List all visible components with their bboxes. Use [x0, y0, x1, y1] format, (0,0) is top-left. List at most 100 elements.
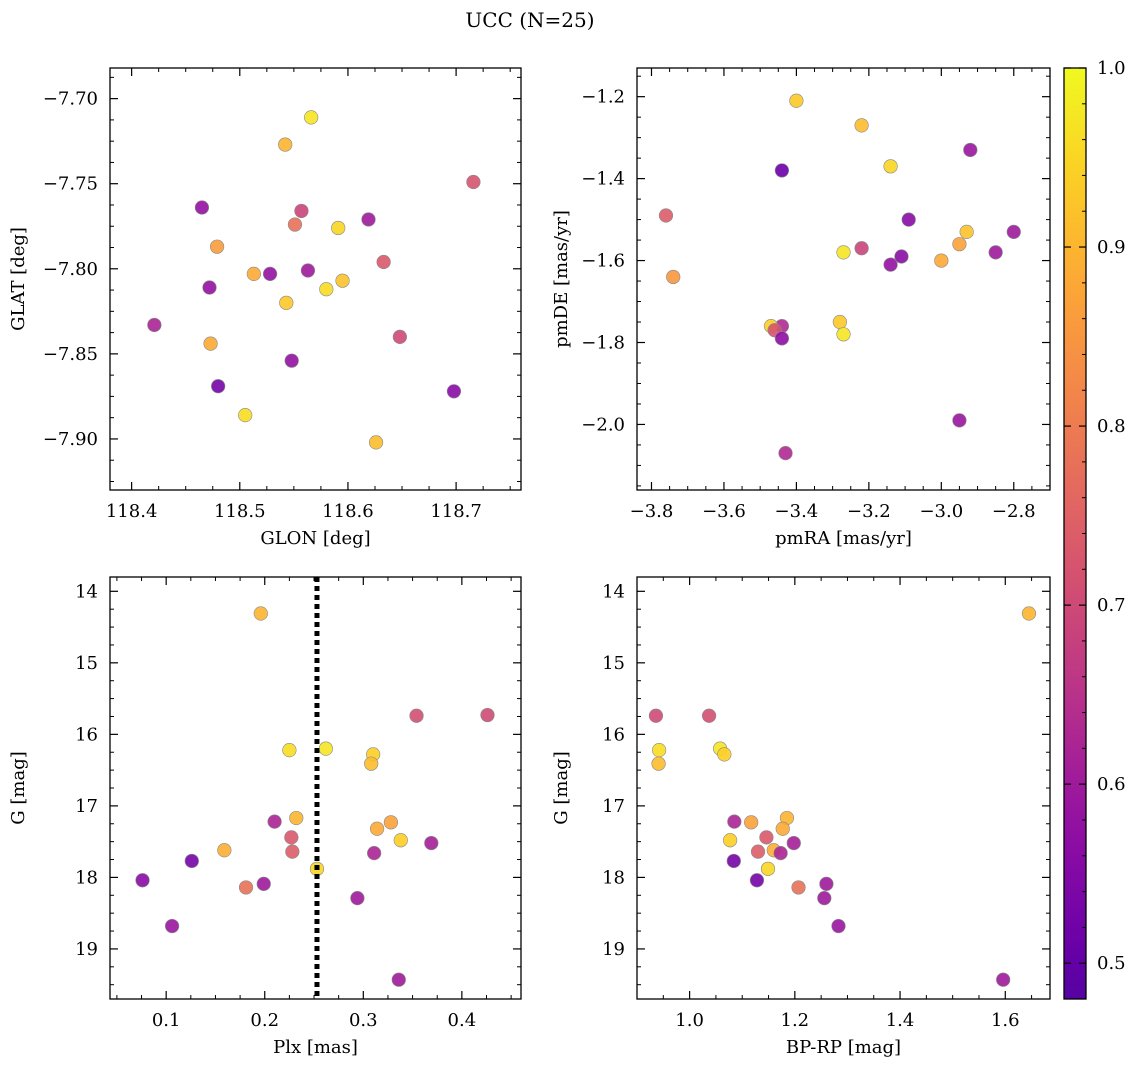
data-point	[648, 708, 664, 723]
data-point	[831, 918, 846, 934]
data-point	[335, 273, 350, 288]
y-tick-label: 19	[602, 939, 625, 960]
data-point	[194, 200, 210, 215]
data-point	[883, 159, 898, 174]
data-point	[278, 137, 293, 152]
panel-4: 1.0 1.2 1.4 1.6 14 15 16 17 18 19 BP-RP [mag] G [ma…	[551, 576, 1051, 1058]
y-tick-label: 18	[75, 867, 98, 888]
data-point	[285, 844, 300, 859]
axes-frame	[636, 576, 1051, 1000]
axes-frame	[109, 67, 522, 491]
x-tick-label: 0.2	[250, 1010, 279, 1031]
data-point	[135, 873, 150, 888]
data-point	[376, 254, 391, 270]
data-point	[368, 435, 384, 450]
data-point	[952, 413, 967, 428]
y-tick-label: 18	[602, 867, 625, 888]
data-point	[832, 314, 847, 330]
colorbar-tick-label: 0.8	[1097, 416, 1126, 437]
y-tick-label: −7.70	[43, 89, 98, 110]
x-tick-label: 118.4	[106, 501, 158, 522]
data-point	[287, 217, 303, 232]
data-point	[184, 853, 199, 869]
data-point	[744, 815, 759, 830]
data-point	[289, 810, 304, 826]
x-tick-label: 118.7	[430, 501, 482, 522]
data-point	[988, 245, 1003, 260]
y-tick-label: 16	[75, 724, 98, 745]
data-point	[267, 814, 282, 829]
panel-2: −3.8 −3.6 −3.4 −3.2 −3.0 −2.8 −1.2 −1.4 −1.6 −1.8…	[551, 67, 1051, 549]
data-point	[701, 708, 717, 723]
x-tick-label: 1.6	[991, 1010, 1020, 1031]
data-point	[424, 835, 439, 851]
data-point	[854, 118, 869, 133]
data-point	[651, 742, 667, 758]
data-point	[331, 220, 346, 236]
data-point	[391, 972, 406, 987]
data-point	[759, 830, 774, 845]
figure-title: UCC (N=25)	[465, 8, 595, 32]
y-tick-label: 16	[602, 724, 625, 745]
data-point	[253, 606, 268, 621]
x-tick-label: −3.8	[630, 501, 674, 522]
data-point	[894, 249, 909, 264]
data-point	[238, 408, 253, 423]
x-tick-label: 0.4	[448, 1010, 477, 1031]
y-axis-label: GLAT [deg]	[8, 227, 29, 331]
y-tick-label: −1.4	[581, 169, 625, 190]
data-point	[262, 266, 278, 281]
data-point	[282, 742, 297, 758]
data-point	[211, 379, 226, 394]
x-tick-label: −3.6	[702, 501, 746, 522]
data-point	[294, 203, 309, 219]
data-point	[727, 814, 742, 829]
y-tick-label: 17	[602, 796, 625, 817]
data-point	[246, 266, 261, 281]
data-point	[466, 174, 481, 190]
data-point	[392, 329, 407, 344]
data-point	[854, 241, 869, 256]
x-axis-label: Plx [mas]	[273, 1037, 358, 1058]
y-tick-label: −7.75	[43, 174, 98, 195]
data-point	[300, 263, 316, 278]
y-tick-label: 15	[75, 653, 98, 674]
data-point	[749, 873, 765, 888]
panel-3: 0.1 0.2 0.3 0.4 14 15 16 17 18 19 Plx [mas] G [mag]	[8, 576, 522, 1058]
data-point	[658, 208, 674, 223]
x-tick-label: 0.1	[152, 1010, 181, 1031]
x-axis-label: BP-RP [mag]	[786, 1037, 901, 1058]
data-point	[959, 224, 974, 239]
data-point	[836, 327, 851, 342]
y-axis-label: G [mag]	[8, 751, 29, 824]
x-tick-label: 118.6	[322, 501, 374, 522]
y-tick-label: −7.90	[43, 429, 98, 450]
y-tick-label: −1.6	[581, 251, 625, 272]
data-point	[901, 212, 916, 227]
colorbar-tick-label: 0.6	[1097, 774, 1126, 795]
data-point	[367, 845, 382, 861]
data-point	[773, 845, 788, 861]
data-point	[203, 336, 218, 351]
data-point	[383, 815, 398, 830]
y-tick-label: −7.85	[43, 344, 98, 365]
data-point	[318, 741, 333, 756]
x-tick-label: 1.2	[781, 1010, 810, 1031]
panel-1: 118.4 118.5 118.6 118.7 −7.70 −7.75 −7.80 −7.85…	[8, 67, 522, 549]
data-point	[726, 853, 741, 869]
data-point	[304, 110, 319, 125]
data-point	[750, 844, 766, 859]
x-tick-label: 1.0	[675, 1010, 704, 1031]
data-point	[370, 821, 385, 836]
data-point	[760, 861, 776, 876]
data-point	[778, 446, 793, 461]
x-tick-label: 1.4	[886, 1010, 915, 1031]
data-point	[393, 833, 408, 848]
data-point	[786, 835, 801, 851]
data-point	[774, 163, 790, 178]
panels: 118.4 118.5 118.6 118.7 −7.70 −7.75 −7.80 −7.85…	[8, 67, 1051, 1058]
data-point	[147, 317, 162, 333]
y-tick-label: 17	[75, 796, 98, 817]
data-point	[364, 756, 379, 771]
